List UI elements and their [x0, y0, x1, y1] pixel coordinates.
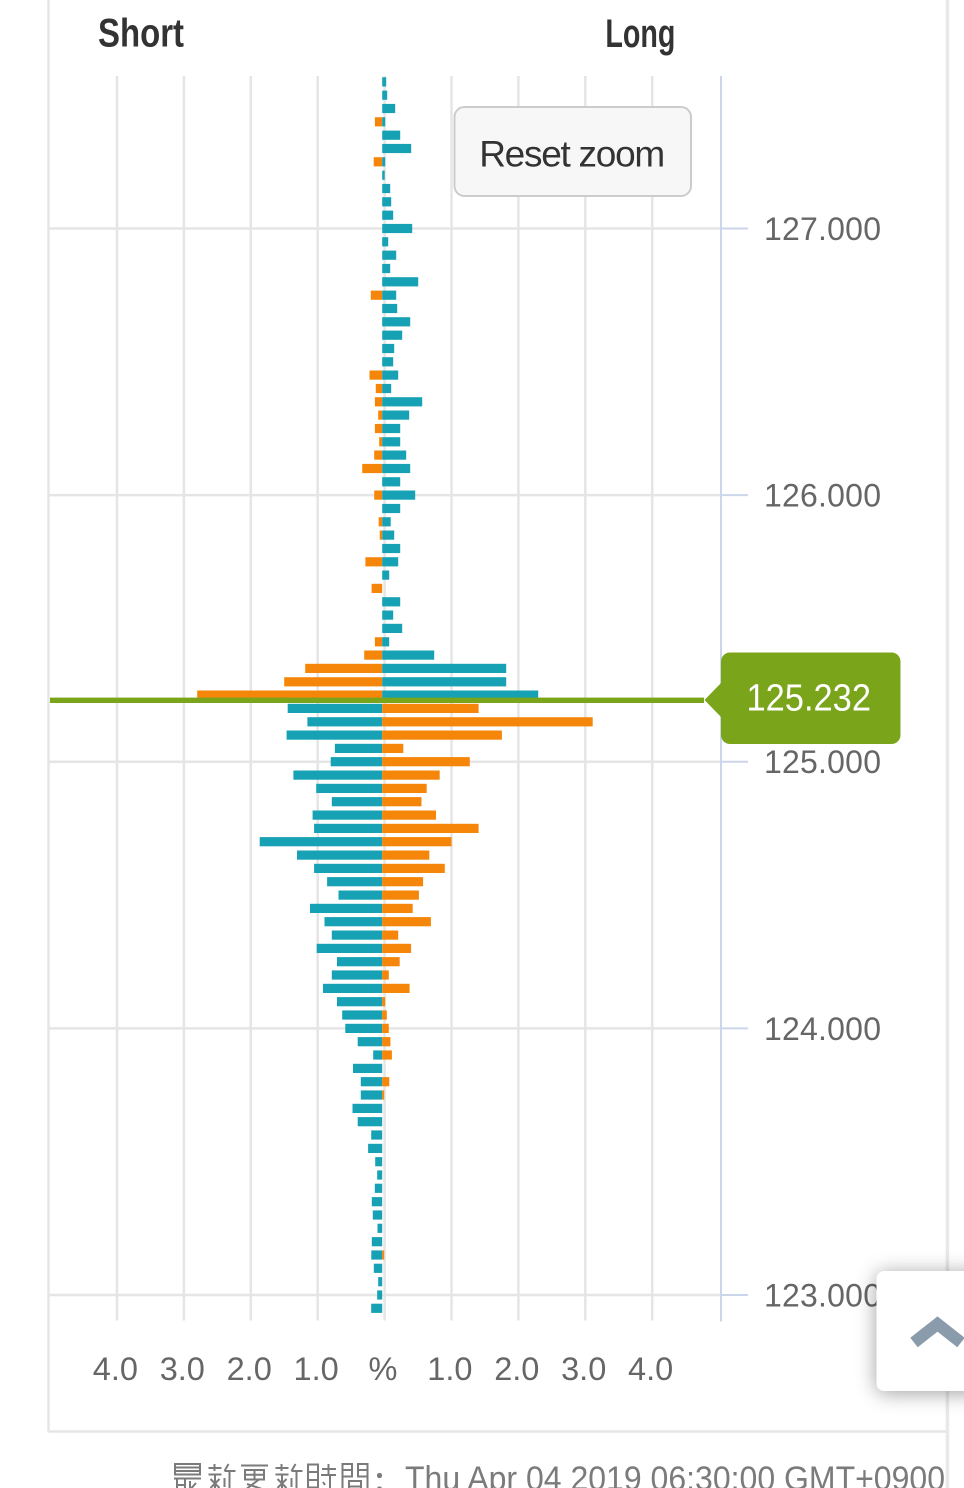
- svg-text:Thu Apr 04 2019 06:30:00 GMT+0: Thu Apr 04 2019 06:30:00 GMT+0900: [405, 1460, 945, 1488]
- svg-text:125.000: 125.000: [764, 744, 881, 780]
- svg-text:125.232: 125.232: [747, 678, 872, 720]
- svg-text:Long: Long: [605, 12, 675, 56]
- svg-text:Reset zoom: Reset zoom: [479, 134, 665, 175]
- svg-text:3.0: 3.0: [561, 1351, 606, 1387]
- svg-text:1.0: 1.0: [294, 1351, 339, 1387]
- svg-text:126.000: 126.000: [764, 478, 881, 514]
- svg-text:%: %: [369, 1351, 398, 1387]
- svg-text:2.0: 2.0: [227, 1351, 272, 1387]
- svg-text:124.000: 124.000: [764, 1011, 881, 1047]
- svg-text:3.0: 3.0: [160, 1351, 205, 1387]
- svg-text:127.000: 127.000: [764, 211, 881, 247]
- svg-text:Short: Short: [98, 12, 184, 56]
- svg-text:123.000: 123.000: [764, 1278, 881, 1314]
- svg-text:4.0: 4.0: [628, 1351, 673, 1387]
- svg-text:4.0: 4.0: [93, 1351, 138, 1387]
- svg-text:2.0: 2.0: [494, 1351, 539, 1387]
- svg-text:1.0: 1.0: [427, 1351, 472, 1387]
